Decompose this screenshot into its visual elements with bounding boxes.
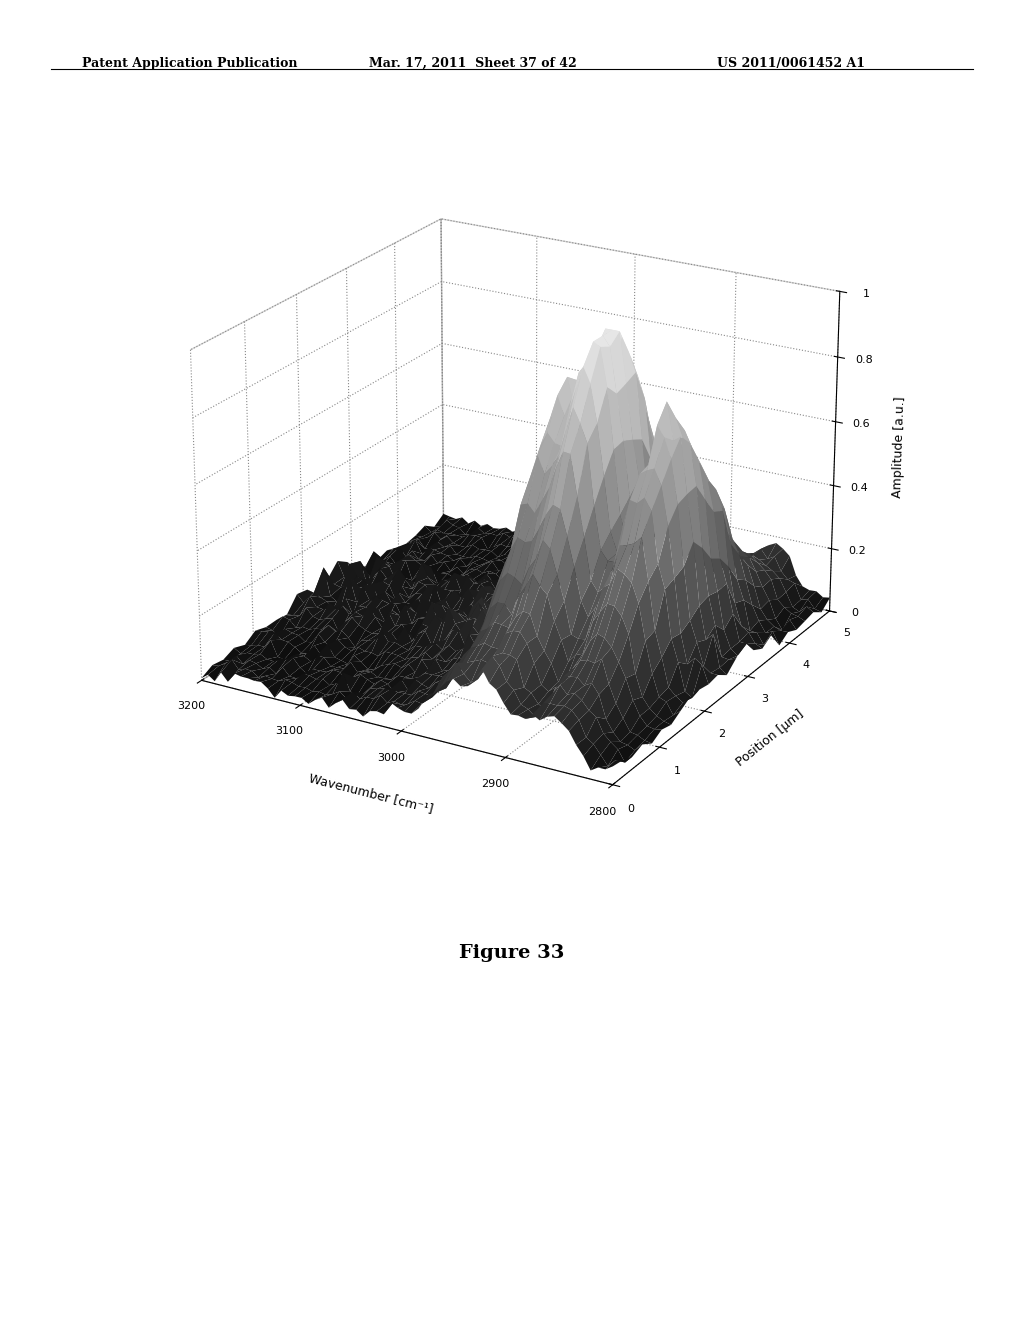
Text: Patent Application Publication: Patent Application Publication [82,57,297,70]
X-axis label: Wavenumber [cm⁻¹]: Wavenumber [cm⁻¹] [307,771,434,814]
Y-axis label: Position [μm]: Position [μm] [734,708,807,770]
Text: US 2011/0061452 A1: US 2011/0061452 A1 [717,57,865,70]
Text: Figure 33: Figure 33 [460,944,564,962]
Text: Mar. 17, 2011  Sheet 37 of 42: Mar. 17, 2011 Sheet 37 of 42 [369,57,577,70]
